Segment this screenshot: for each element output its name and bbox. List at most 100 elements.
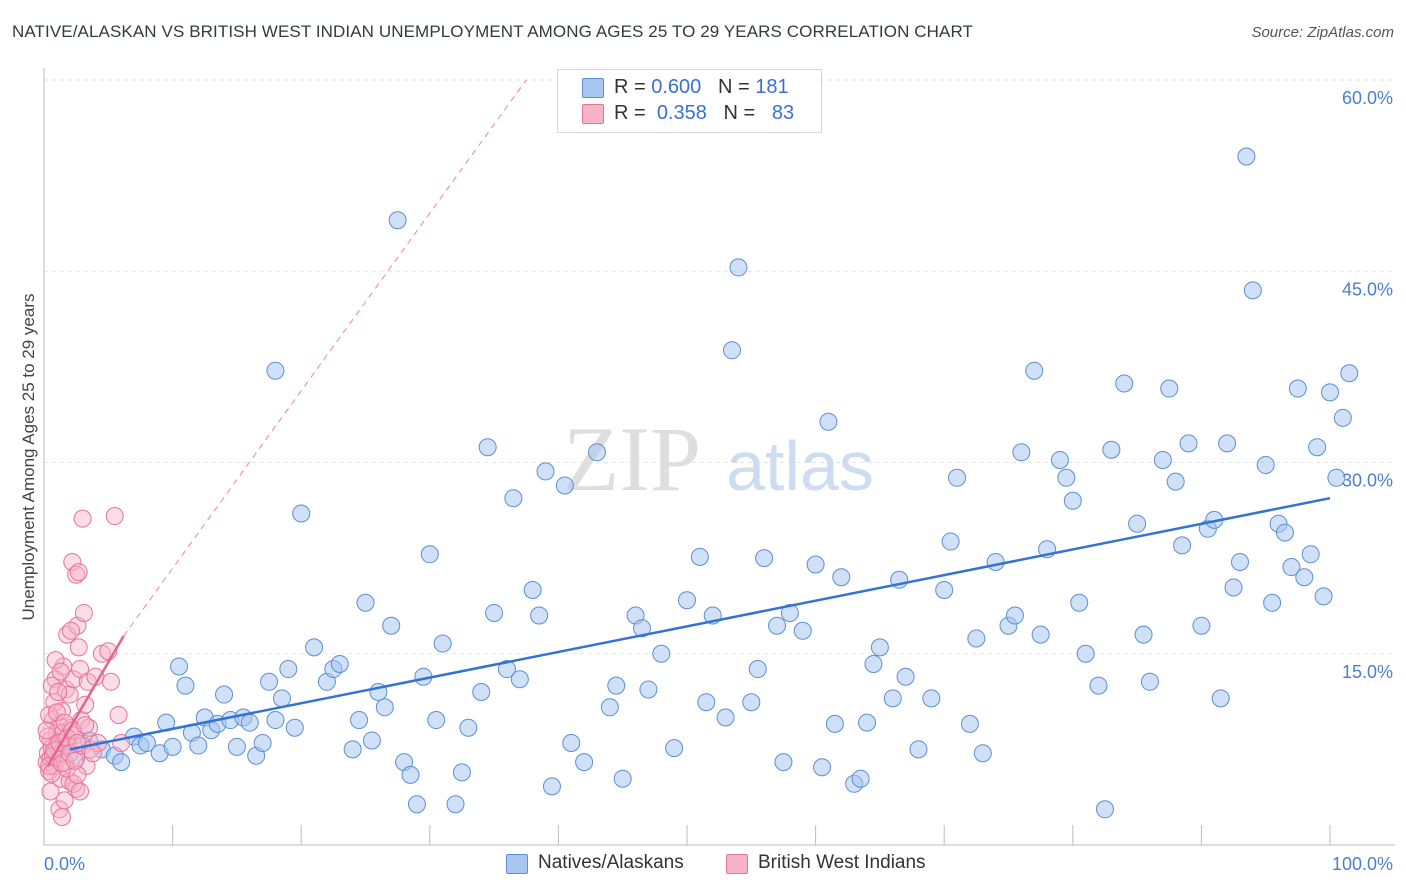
data-point-natives	[832, 568, 851, 587]
data-point-natives	[1134, 625, 1153, 644]
data-point-natives	[542, 777, 561, 796]
data-point-natives	[1057, 468, 1076, 487]
bottom-legend-swatch-pink	[726, 854, 748, 874]
trend-lines	[46, 79, 1331, 767]
data-point-natives	[1095, 800, 1114, 819]
data-point-natives	[575, 753, 594, 772]
y-tick-label: 30.0%	[1342, 471, 1393, 491]
data-point-natives	[690, 547, 709, 566]
data-point-british-west-indians	[101, 672, 120, 691]
data-point-natives	[530, 606, 549, 625]
data-point-natives	[343, 740, 362, 759]
data-point-natives	[189, 736, 208, 755]
data-point-natives	[446, 795, 465, 814]
data-point-british-west-indians	[76, 716, 95, 735]
data-point-natives	[1192, 616, 1211, 635]
data-point-natives	[1321, 383, 1339, 402]
data-point-natives	[825, 714, 844, 733]
data-point-natives	[1333, 408, 1352, 427]
data-point-natives	[723, 341, 742, 360]
data-point-natives	[774, 753, 793, 772]
series-natives-alaskans	[54, 147, 1359, 819]
data-point-natives	[1243, 281, 1262, 300]
data-point-natives	[215, 685, 234, 704]
data-point-natives	[665, 739, 684, 758]
data-point-natives	[819, 412, 838, 431]
data-point-natives	[285, 718, 304, 737]
data-point-natives	[266, 361, 285, 380]
data-point-natives	[279, 660, 298, 679]
legend-r-label: R =	[614, 102, 652, 124]
data-point-natives	[858, 713, 877, 732]
data-point-british-west-indians	[47, 703, 66, 722]
data-point-natives	[1005, 606, 1024, 625]
data-point-natives	[587, 443, 606, 462]
tick-labels: 15.0% 30.0% 45.0% 60.0% 0.0% 100.0%	[44, 88, 1393, 874]
data-point-natives	[748, 660, 767, 679]
data-point-natives	[266, 711, 285, 730]
data-point-natives	[813, 758, 832, 777]
data-point-natives	[536, 462, 555, 481]
data-point-natives	[427, 711, 446, 730]
data-point-natives	[1327, 468, 1346, 487]
data-point-natives	[272, 689, 291, 708]
data-point-natives	[793, 621, 812, 640]
data-point-natives	[1166, 472, 1185, 491]
y-axis-label: Unemployment Among Ages 25 to 29 years	[19, 294, 38, 621]
data-point-natives	[1076, 644, 1095, 663]
data-point-natives	[768, 616, 787, 635]
watermark: ZIP atlas	[563, 408, 874, 510]
data-point-british-west-indians	[65, 751, 84, 770]
data-point-british-west-indians	[55, 791, 74, 810]
data-point-natives	[401, 765, 420, 784]
trend-line-natives	[69, 496, 1331, 751]
data-point-natives	[864, 654, 883, 673]
data-point-natives	[600, 698, 619, 717]
data-point-natives	[260, 672, 279, 691]
bottom-legend-label: British West Indians	[758, 852, 926, 873]
y-tick-label: 15.0%	[1342, 662, 1393, 682]
data-point-natives	[375, 698, 394, 717]
data-point-natives	[253, 734, 272, 752]
legend-r-value: 0.600	[651, 76, 702, 98]
data-point-british-west-indians	[69, 563, 88, 582]
data-point-natives	[510, 670, 529, 689]
data-point-natives	[652, 644, 671, 663]
data-point-british-west-indians	[49, 683, 68, 701]
data-point-natives	[1282, 558, 1301, 577]
y-tick-label: 45.0%	[1342, 279, 1393, 299]
data-point-natives	[806, 555, 825, 574]
data-point-british-west-indians	[53, 807, 72, 826]
data-point-british-west-indians	[109, 705, 128, 724]
data-point-natives	[382, 616, 401, 635]
data-point-natives	[459, 718, 478, 737]
data-point-natives	[851, 769, 870, 788]
correlation-legend: R = 0.600 N = 181 R = 0.358 N = 83	[557, 69, 822, 133]
data-point-british-west-indians	[71, 782, 90, 801]
data-point-british-west-indians	[62, 621, 81, 640]
data-point-natives	[523, 581, 542, 599]
data-point-natives	[1140, 672, 1159, 691]
data-point-natives	[170, 657, 189, 676]
data-point-british-west-indians	[42, 676, 61, 695]
data-point-natives	[948, 468, 967, 487]
data-point-natives	[472, 683, 491, 701]
data-point-natives	[1160, 379, 1179, 398]
data-point-natives	[1263, 593, 1282, 612]
data-point-natives	[1128, 514, 1147, 533]
data-point-natives	[1275, 523, 1294, 542]
data-point-natives	[870, 638, 889, 657]
data-point-natives	[485, 603, 504, 622]
data-point-natives	[1012, 443, 1031, 462]
data-point-british-west-indians	[83, 744, 102, 763]
data-point-natives	[883, 689, 902, 708]
data-point-british-west-indians	[46, 651, 65, 670]
data-point-natives	[1340, 364, 1359, 383]
data-point-natives	[1295, 568, 1314, 587]
data-point-natives	[1301, 545, 1320, 564]
chart-title: NATIVE/ALASKAN VS BRITISH WEST INDIAN UN…	[12, 22, 974, 41]
data-point-natives	[1089, 676, 1108, 695]
data-point-natives	[1224, 578, 1243, 597]
data-point-natives	[896, 667, 915, 686]
legend-r-value: 0.358	[656, 102, 707, 124]
